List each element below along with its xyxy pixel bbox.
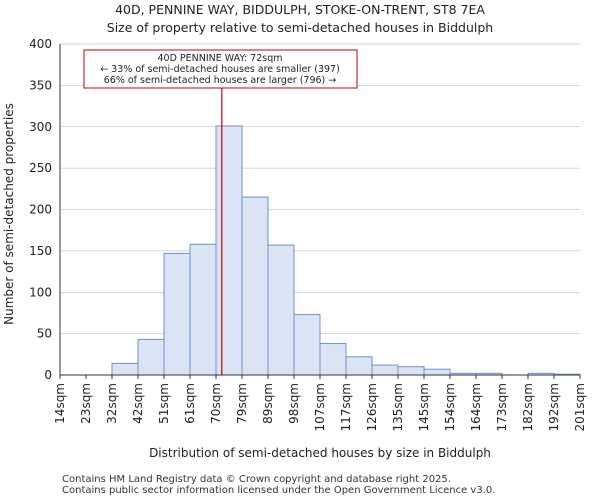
x-axis-label: Distribution of semi-detached houses by … <box>149 446 491 460</box>
histogram-bar <box>267 244 295 376</box>
x-tick-label: 164sqm <box>469 383 483 431</box>
histogram-bar <box>345 356 373 376</box>
histogram-bar <box>371 364 399 376</box>
y-tick-label: 100 <box>29 285 52 299</box>
histogram-bar <box>137 338 165 376</box>
x-tick-label: 145sqm <box>417 383 431 431</box>
x-tick-label: 98sqm <box>287 383 301 424</box>
histogram-bar <box>397 366 425 376</box>
x-tick-label: 42sqm <box>131 383 145 424</box>
histogram-bar <box>111 362 139 376</box>
x-tick-label: 126sqm <box>365 383 379 431</box>
x-tick-label: 32sqm <box>105 383 119 424</box>
x-tick-label: 89sqm <box>261 383 275 424</box>
histogram-bar <box>423 368 451 376</box>
histogram-bar <box>215 125 243 376</box>
y-tick-label: 350 <box>29 78 52 92</box>
annotation: 40D PENNINE WAY: 72sqm ← 33% of semi-det… <box>83 49 358 89</box>
x-tick-label: 154sqm <box>443 383 457 431</box>
x-tick-label: 107sqm <box>313 383 327 431</box>
histogram-bar <box>293 314 321 376</box>
x-tick-label: 135sqm <box>391 383 405 431</box>
ticks-layer: 0 50 100 150 200 250 300 350 400 14sqm 23sqm 32sqm 4… <box>29 37 587 431</box>
y-tick-label: 200 <box>29 203 52 217</box>
y-tick-label: 0 <box>44 368 52 382</box>
x-tick-label: 79sqm <box>235 383 249 424</box>
y-tick-label: 50 <box>37 327 52 341</box>
chart-subtitle: Size of property relative to semi-detach… <box>106 20 494 35</box>
x-tick-label: 182sqm <box>521 383 535 431</box>
annotation-line-3: 66% of semi-detached houses are larger (… <box>104 75 337 86</box>
histogram-bar <box>189 243 217 376</box>
annotation-line-1: 40D PENNINE WAY: 72sqm <box>157 53 282 64</box>
y-axis-label: Number of semi-detached properties <box>2 103 16 325</box>
x-tick-label: 23sqm <box>79 383 93 424</box>
bars-layer <box>111 125 581 376</box>
x-tick-label: 201sqm <box>573 383 587 431</box>
x-tick-label: 51sqm <box>157 383 171 424</box>
y-tick-label: 400 <box>29 37 52 51</box>
y-tick-label: 250 <box>29 161 52 175</box>
x-tick-label: 192sqm <box>547 383 561 431</box>
annotation-box <box>83 49 358 89</box>
histogram-bar <box>319 343 347 376</box>
x-tick-label: 14sqm <box>53 383 67 424</box>
x-tick-label: 117sqm <box>339 383 353 431</box>
histogram-bar <box>241 196 269 376</box>
chart-title: 40D, PENNINE WAY, BIDDULPH, STOKE-ON-TRE… <box>115 2 485 17</box>
x-tick-label: 70sqm <box>209 383 223 424</box>
x-tick-label: 173sqm <box>495 383 509 431</box>
annotation-line-2: ← 33% of semi-detached houses are smalle… <box>100 64 340 75</box>
y-tick-label: 300 <box>29 120 52 134</box>
histogram-bar <box>163 252 191 376</box>
footer-line-2: Contains public sector information licen… <box>62 485 496 496</box>
x-tick-label: 61sqm <box>183 383 197 424</box>
footer-line-1: Contains HM Land Registry data © Crown c… <box>62 474 451 485</box>
y-tick-label: 150 <box>29 244 52 258</box>
